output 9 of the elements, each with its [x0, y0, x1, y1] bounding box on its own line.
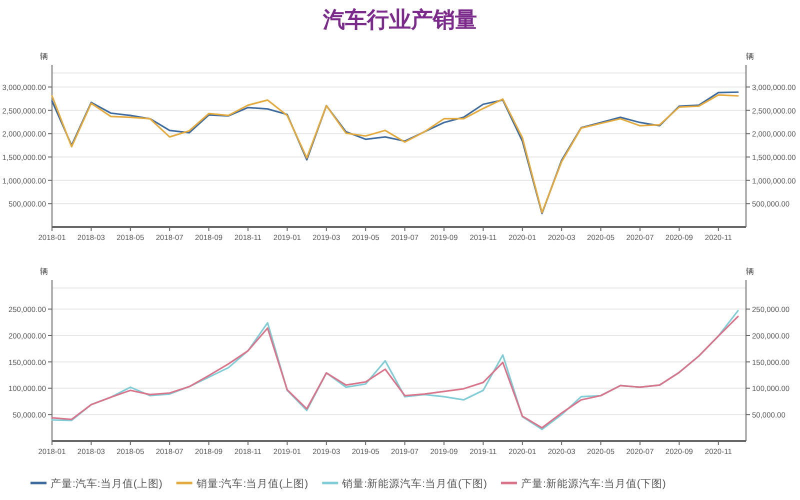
legend-label: 销量:汽车:当月值(上图) — [195, 477, 308, 490]
legend-label: 产量:汽车:当月值(上图) — [50, 477, 162, 490]
y2-axis-title: 辆 — [746, 52, 754, 61]
y-axis-title: 辆 — [40, 267, 48, 276]
legend-label: 销量:新能源汽车:当月值(下图) — [341, 477, 487, 490]
legend-label: 产量:新能源汽车:当月值(下图) — [520, 477, 666, 490]
y-axis-title: 辆 — [40, 52, 48, 61]
chart-title: 汽车行业产销量 — [322, 7, 477, 32]
y2-axis-title: 辆 — [746, 267, 754, 276]
